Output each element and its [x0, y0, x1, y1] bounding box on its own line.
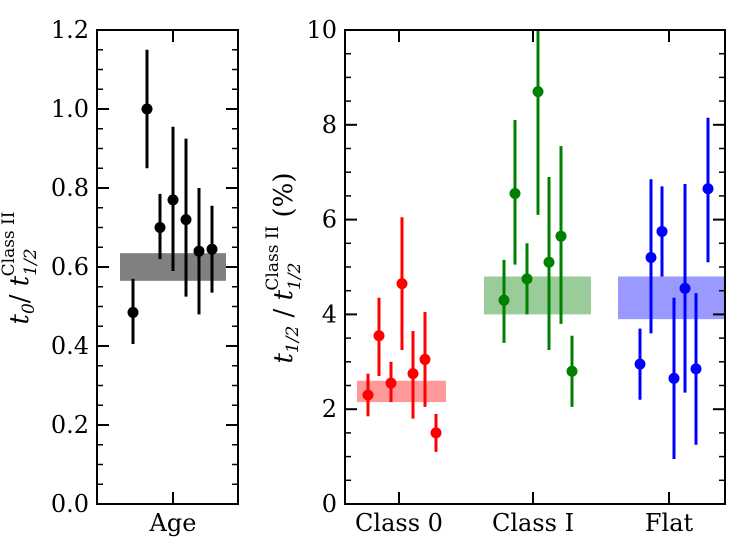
y-tick-label: 4 — [322, 300, 337, 328]
data-point-1-5 — [555, 230, 567, 242]
data-point-0-3 — [167, 194, 179, 206]
data-point-1-3 — [532, 86, 544, 98]
y-tick-label: 0.0 — [51, 490, 89, 518]
data-point-2-4 — [679, 282, 691, 294]
y-tick-label: 8 — [322, 111, 337, 139]
data-point-0-3 — [396, 278, 408, 290]
y-tick-label: 1.2 — [51, 16, 89, 44]
data-point-0-5 — [193, 245, 205, 257]
data-point-0-6 — [206, 243, 218, 255]
data-point-0-6 — [430, 427, 442, 439]
x-tick-label: Age — [149, 509, 197, 537]
data-point-1-2 — [521, 273, 533, 285]
mean-band-2 — [618, 276, 725, 320]
data-point-1-0 — [498, 294, 510, 306]
x-tick-label: Class I — [492, 509, 574, 537]
data-point-1-4 — [543, 256, 555, 268]
data-point-2-1 — [645, 252, 657, 264]
y-tick-label: 2 — [322, 395, 337, 423]
data-point-2-0 — [634, 358, 646, 370]
y-tick-label: 10 — [306, 16, 337, 44]
y-tick-label: 0.2 — [51, 411, 89, 439]
x-tick-label: Flat — [645, 509, 694, 537]
data-point-2-3 — [668, 372, 680, 384]
data-point-2-5 — [690, 363, 702, 375]
right-y-axis-label: t1/2 / t1/2Class II (%) — [263, 172, 305, 363]
data-point-0-0 — [362, 389, 374, 401]
y-tick-label: 6 — [322, 206, 337, 234]
y-tick-label: 0.6 — [51, 253, 89, 281]
data-point-2-6 — [702, 183, 714, 195]
data-point-0-0 — [127, 306, 139, 318]
data-point-0-2 — [154, 222, 166, 233]
data-point-0-1 — [373, 330, 385, 342]
y-tick-label: 1.0 — [51, 95, 89, 123]
right-panel: 0 2 4 6 8 10 Class 0 Class I Flat t1/2 / t1/2Cl… — [263, 16, 726, 537]
data-point-1-1 — [509, 188, 521, 200]
left-panel: 0.0 0.2 0.4 0.6 0.8 1.0 1.2 Age t0/ t1/2Class … — [0, 16, 239, 537]
data-point-2-2 — [656, 225, 668, 237]
y-tick-label: 0.4 — [51, 332, 89, 360]
y-tick-label: 0.8 — [51, 174, 89, 202]
data-point-0-1 — [141, 103, 153, 115]
data-point-0-2 — [385, 377, 397, 389]
mean-band-1 — [484, 276, 591, 315]
data-point-0-5 — [419, 353, 431, 365]
data-point-1-6 — [566, 365, 578, 377]
data-point-0-4 — [180, 214, 192, 226]
left-y-axis-label: t0/ t1/2Class II — [0, 212, 41, 325]
data-point-0-4 — [407, 368, 419, 380]
y-tick-label: 0 — [322, 490, 337, 518]
x-tick-label: Class 0 — [355, 509, 443, 537]
